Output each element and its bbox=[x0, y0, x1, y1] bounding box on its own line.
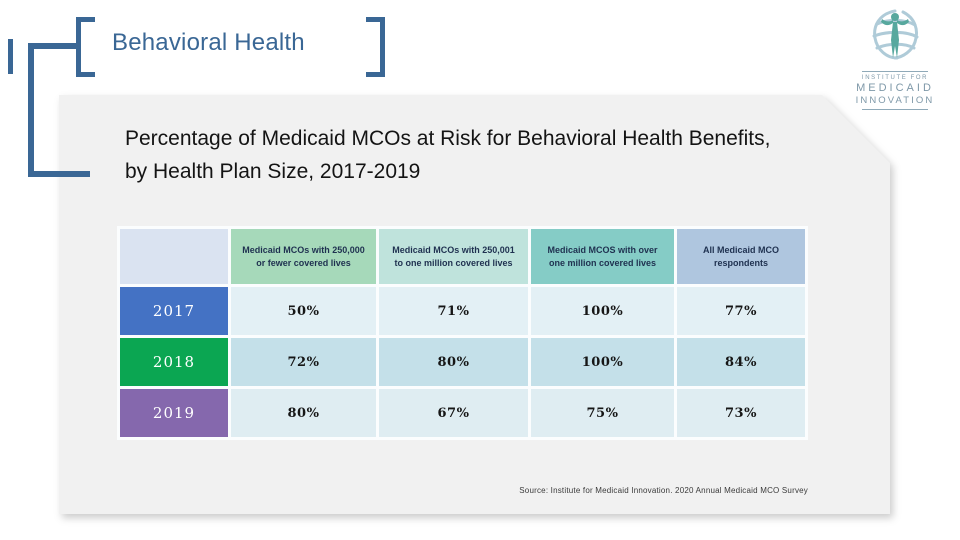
corner-bracket-decoration bbox=[28, 43, 34, 177]
edge-tick-decoration bbox=[8, 39, 13, 74]
table-title: Percentage of Medicaid MCOs at Risk for … bbox=[125, 123, 865, 188]
table-value-cell: 80% bbox=[231, 389, 376, 437]
table-title-line1: Percentage of Medicaid MCOs at Risk for … bbox=[125, 127, 771, 150]
table-value-cell: 75% bbox=[531, 389, 674, 437]
column-header-all-respondents: All Medicaid MCO respondents bbox=[677, 229, 805, 284]
row-label-2017: 2017 bbox=[120, 287, 228, 335]
column-header-over-1m: Medicaid MCOS with over one million cove… bbox=[531, 229, 674, 284]
table-value-cell: 100% bbox=[531, 338, 674, 386]
table-value-cell: 80% bbox=[379, 338, 528, 386]
globe-person-icon bbox=[872, 9, 919, 60]
table-value-cell: 77% bbox=[677, 287, 805, 335]
row-label-2018: 2018 bbox=[120, 338, 228, 386]
table-value-cell: 67% bbox=[379, 389, 528, 437]
table-value-cell: 84% bbox=[677, 338, 805, 386]
column-header-250k-to-1m: Medicaid MCOs with 250,001 to one millio… bbox=[379, 229, 528, 284]
logo-text-line3: INNOVATION bbox=[855, 95, 935, 106]
table-value-cell: 71% bbox=[379, 287, 528, 335]
corner-bracket-decoration-bottom bbox=[28, 171, 90, 177]
title-close-bracket bbox=[366, 17, 385, 77]
institute-for-medicaid-innovation-logo: INSTITUTE FOR MEDICAID INNOVATION bbox=[843, 6, 947, 112]
logo-text-line2: MEDICAID bbox=[856, 82, 934, 94]
source-citation: Source: Institute for Medicaid Innovatio… bbox=[519, 486, 808, 495]
logo-divider-bottom bbox=[862, 109, 928, 110]
table-value-cell: 50% bbox=[231, 287, 376, 335]
table-corner-cell bbox=[120, 229, 228, 284]
row-label-2019: 2019 bbox=[120, 389, 228, 437]
table-value-cell: 73% bbox=[677, 389, 805, 437]
column-header-250k-or-fewer: Medicaid MCOs with 250,000 or fewer cove… bbox=[231, 229, 376, 284]
mco-risk-table: Medicaid MCOs with 250,000 or fewer cove… bbox=[117, 226, 808, 440]
title-open-bracket bbox=[76, 17, 95, 77]
table-value-cell: 100% bbox=[531, 287, 674, 335]
logo-divider-top bbox=[862, 71, 928, 72]
corner-bracket-decoration-top bbox=[28, 43, 78, 49]
slide-title: Behavioral Health bbox=[112, 29, 305, 56]
table-value-cell: 72% bbox=[231, 338, 376, 386]
slide-content-panel: Percentage of Medicaid MCOs at Risk for … bbox=[59, 95, 890, 514]
table-title-line2: by Health Plan Size, 2017-2019 bbox=[125, 159, 421, 183]
logo-text-line1: INSTITUTE FOR bbox=[861, 75, 929, 81]
